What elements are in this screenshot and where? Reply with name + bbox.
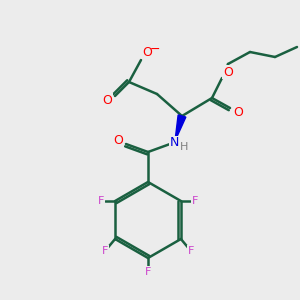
Text: N: N	[169, 136, 179, 149]
Text: F: F	[102, 246, 108, 256]
Text: F: F	[192, 196, 198, 206]
Text: O: O	[113, 134, 123, 148]
Text: F: F	[145, 267, 151, 277]
Text: O: O	[102, 94, 112, 106]
Text: H: H	[180, 142, 188, 152]
Text: −: −	[150, 43, 160, 56]
Text: O: O	[223, 65, 233, 79]
Text: O: O	[142, 46, 152, 59]
Polygon shape	[175, 115, 186, 141]
Text: O: O	[233, 106, 243, 118]
Text: F: F	[188, 246, 194, 256]
Text: F: F	[98, 196, 104, 206]
